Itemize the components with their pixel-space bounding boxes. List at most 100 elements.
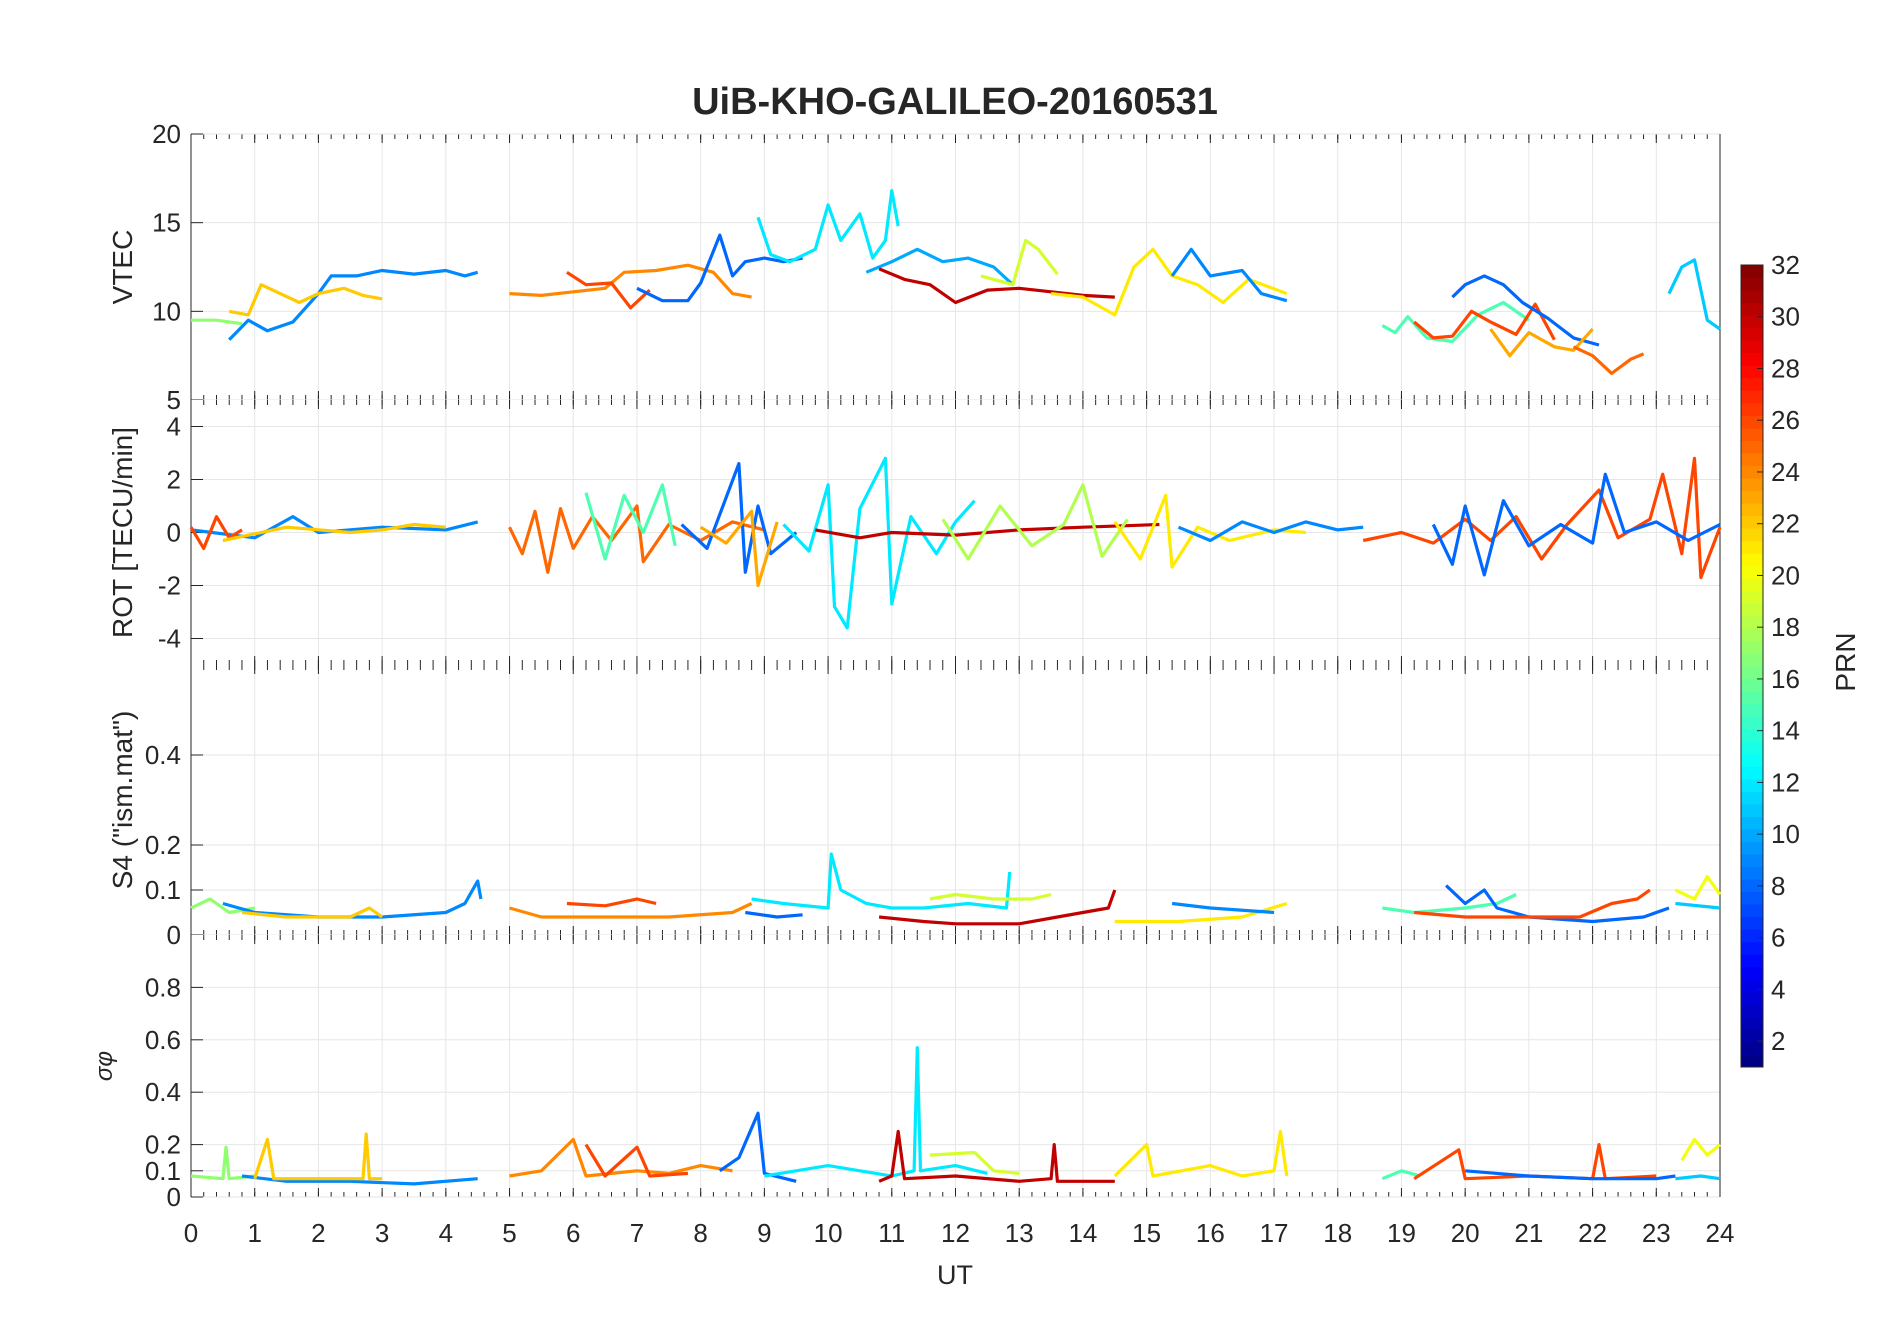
y-tick-label: 5: [167, 385, 181, 415]
colorbar-segment: [1741, 302, 1763, 316]
colorbar-segment: [1741, 991, 1763, 1005]
colorbar-segment: [1741, 828, 1763, 842]
colorbar-segment: [1741, 1041, 1763, 1055]
colorbar-segment: [1741, 778, 1763, 792]
y-tick-label: 20: [152, 119, 181, 149]
y-axis-label: ROT [TECU/min]: [107, 427, 138, 638]
series-prn-8: [1445, 884, 1670, 924]
series-prn-8: [745, 910, 803, 919]
series-prn-26: [1414, 888, 1651, 919]
colorbar-tick-label: 30: [1771, 302, 1800, 332]
colorbar-segment: [1741, 315, 1763, 329]
colorbar-segment: [1741, 327, 1763, 341]
y-tick-label: 4: [167, 412, 181, 442]
y-axis-label: VTEC: [107, 230, 138, 305]
series-prn-8: [1465, 1169, 1676, 1181]
colorbar-segment: [1741, 352, 1763, 366]
colorbar-tick-label: 28: [1771, 353, 1800, 383]
colorbar-segment: [1741, 540, 1763, 554]
series-prn-12: [782, 456, 976, 630]
colorbar-segment: [1741, 904, 1763, 918]
x-tick-label: 19: [1387, 1218, 1416, 1248]
colorbar-tick-label: 26: [1771, 405, 1800, 435]
series-prn-9: [1177, 520, 1364, 543]
colorbar-segment: [1741, 515, 1763, 529]
colorbar-segment: [1741, 879, 1763, 893]
y-tick-label: 0.1: [145, 1156, 181, 1186]
x-tick-label: 5: [502, 1218, 516, 1248]
colorbar-segment: [1741, 678, 1763, 692]
chart-title: UiB-KHO-GALILEO-20160531: [692, 81, 1218, 123]
x-tick-label: 7: [630, 1218, 644, 1248]
series-prn-12: [756, 189, 900, 264]
y-tick-label: 15: [152, 208, 181, 238]
series-prn-19: [980, 238, 1059, 287]
colorbar-tick-label: 10: [1771, 819, 1800, 849]
colorbar-segment: [1741, 427, 1763, 441]
series-prn-30: [878, 1129, 1115, 1183]
colorbar-segment: [1741, 528, 1763, 542]
series-prn-15: [1381, 1169, 1422, 1181]
series-prn-30: [878, 267, 1115, 305]
colorbar-segment: [1741, 666, 1763, 680]
x-tick-label: 15: [1132, 1218, 1161, 1248]
series-prn-19: [929, 892, 1052, 901]
x-tick-label: 18: [1323, 1218, 1352, 1248]
x-tick-label: 12: [941, 1218, 970, 1248]
colorbar-segment: [1741, 741, 1763, 755]
x-tick-label: 10: [814, 1218, 843, 1248]
x-axis-label: UT: [937, 1260, 973, 1290]
colorbar-segment: [1741, 691, 1763, 705]
series-prn-11: [1675, 1174, 1721, 1181]
colorbar-segment: [1741, 1004, 1763, 1018]
series-prn-26: [584, 1143, 689, 1178]
colorbar-segment: [1741, 891, 1763, 905]
series-prn-15: [1382, 893, 1517, 915]
series-prn-9: [228, 268, 479, 341]
y-tick-label: 0.4: [145, 1077, 181, 1107]
colorbar-segment: [1741, 590, 1763, 604]
colorbar-segment: [1741, 866, 1763, 880]
series-prn-30: [878, 889, 1117, 926]
colorbar-segment: [1741, 440, 1763, 454]
x-tick-label: 14: [1068, 1218, 1097, 1248]
x-tick-label: 17: [1260, 1218, 1289, 1248]
colorbar-segment: [1741, 290, 1763, 304]
y-axis-label: σφ: [91, 1051, 118, 1081]
y-tick-label: -4: [158, 624, 181, 654]
colorbar-segment: [1741, 503, 1763, 517]
colorbar-segment: [1741, 615, 1763, 629]
colorbar-segment: [1741, 265, 1763, 279]
series-prn-17: [190, 1145, 255, 1181]
colorbar-segment: [1741, 753, 1763, 767]
colorbar-segment: [1741, 377, 1763, 391]
colorbar-segment: [1741, 803, 1763, 817]
colorbar-segment: [1741, 603, 1763, 617]
series-prn-11: [1667, 258, 1721, 331]
y-tick-label: 0.2: [145, 830, 181, 860]
y-tick-label: 0.8: [145, 972, 181, 1002]
colorbar-segment: [1741, 816, 1763, 830]
series-prn-24: [509, 263, 752, 299]
series-prn-20: [1680, 1137, 1722, 1162]
panel-1: 5 10 15 20 VTEC: [107, 119, 1721, 415]
x-tick-label: 8: [693, 1218, 707, 1248]
colorbar-tick-label: 12: [1771, 767, 1800, 797]
colorbar-segment: [1741, 653, 1763, 667]
x-tick-label: 21: [1514, 1218, 1543, 1248]
colorbar-segment: [1741, 716, 1763, 730]
colorbar-tick-label: 8: [1771, 871, 1785, 901]
colorbar-segment: [1741, 402, 1763, 416]
series-prn-9: [1170, 247, 1288, 303]
y-tick-label: 0.4: [145, 740, 181, 770]
series-prn-8: [1451, 274, 1600, 347]
series-prn-26: [189, 515, 243, 550]
series-prn-21: [1113, 1129, 1289, 1178]
colorbar-segment: [1741, 478, 1763, 492]
series-prn-9: [190, 515, 479, 540]
colorbar-segment: [1741, 1029, 1763, 1043]
colorbar-tick-label: 32: [1771, 250, 1800, 280]
x-tick-label: 1: [247, 1218, 261, 1248]
series-prn-10: [865, 247, 1014, 286]
